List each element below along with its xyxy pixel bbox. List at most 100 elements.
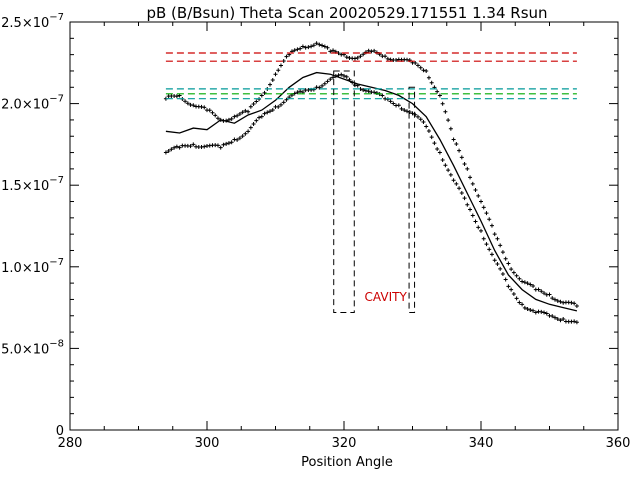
series-point [418, 117, 423, 122]
series-point [561, 317, 566, 322]
series-point [451, 178, 456, 183]
series-point [520, 279, 525, 284]
series-point [528, 307, 533, 312]
series-point [240, 134, 245, 139]
series-point [265, 110, 270, 115]
series-point [355, 55, 360, 60]
series-point [166, 149, 171, 154]
series-line [165, 71, 578, 312]
series-point [435, 146, 440, 151]
series-point [470, 181, 475, 186]
series-point [262, 111, 267, 116]
series-point [361, 88, 366, 93]
series-point [503, 277, 508, 282]
series-point [432, 141, 437, 146]
series-point [462, 162, 467, 167]
series-point [355, 83, 360, 88]
series-point [295, 90, 300, 95]
series-point [221, 142, 226, 147]
series-point [544, 292, 549, 297]
series-point [495, 262, 500, 267]
series-point [298, 89, 303, 94]
series-point [484, 211, 489, 216]
y-tick-label: 2.5×10−7 [1, 12, 64, 31]
series-point [440, 101, 445, 106]
series-point [174, 94, 179, 99]
series-point [520, 302, 525, 307]
series-point [415, 63, 420, 68]
series-point [443, 109, 448, 114]
series-point [555, 317, 560, 322]
series-point [531, 308, 536, 313]
series-point [539, 309, 544, 314]
series-point [550, 314, 555, 319]
y-tick-exponent: −7 [49, 257, 64, 268]
plot-frame [69, 21, 619, 431]
series-point [183, 99, 188, 104]
series-point [495, 236, 500, 241]
series-point [473, 219, 478, 224]
series-point [487, 217, 492, 222]
y-tick-exponent: −7 [49, 12, 64, 23]
series-point [410, 111, 415, 116]
series-point [270, 108, 275, 113]
series-point [163, 150, 168, 155]
data-series [163, 41, 579, 325]
series-point [429, 80, 434, 85]
series-point [446, 168, 451, 173]
series-point [237, 136, 242, 141]
x-tick-label: 360 [606, 436, 631, 451]
series-point [388, 99, 393, 104]
series-point [459, 190, 464, 195]
series-point [517, 276, 522, 281]
series-point [500, 271, 505, 276]
series-point [300, 44, 305, 49]
series-point [188, 102, 193, 107]
series-point [172, 145, 177, 150]
series-point [511, 292, 516, 297]
series-point [413, 112, 418, 117]
series-point [276, 68, 281, 73]
series-point [506, 284, 511, 289]
series-point [320, 43, 325, 48]
series-point [440, 158, 445, 163]
series-point [531, 284, 536, 289]
series-point [498, 243, 503, 248]
series-point [476, 193, 481, 198]
series-point [574, 320, 579, 325]
series-point [457, 186, 462, 191]
series-point [552, 315, 557, 320]
series-point [454, 181, 459, 186]
series-point [500, 250, 505, 255]
cavity-label: CAVITY [365, 290, 408, 304]
series-point [268, 109, 273, 114]
y-tick-mantissa: 1.0×10 [1, 261, 49, 276]
series-point [399, 106, 404, 111]
series-point [451, 137, 456, 142]
series-point [273, 72, 278, 77]
y-tick-exponent: −7 [49, 94, 64, 105]
series-point [306, 45, 311, 50]
series-point [413, 60, 418, 65]
series-point [248, 125, 253, 130]
y-tick-label: 2.0×10−7 [1, 94, 64, 113]
series-point [284, 97, 289, 102]
y-tick-label: 1.0×10−7 [1, 257, 64, 276]
series-point [509, 287, 514, 292]
series-point [292, 48, 297, 53]
y-tick-exponent: −7 [49, 175, 64, 186]
series-point [506, 261, 511, 266]
series-point [251, 102, 256, 107]
series-point [226, 141, 231, 146]
y-tick-label: 0 [56, 424, 64, 439]
series-point [481, 205, 486, 210]
series-point [448, 126, 453, 131]
series-point [251, 121, 256, 126]
series-point [218, 117, 223, 122]
x-tick-label: 340 [469, 436, 494, 451]
series-point [322, 81, 327, 86]
series-point [215, 116, 220, 121]
series-point [344, 55, 349, 60]
series-point [572, 319, 577, 324]
series-point [437, 150, 442, 155]
